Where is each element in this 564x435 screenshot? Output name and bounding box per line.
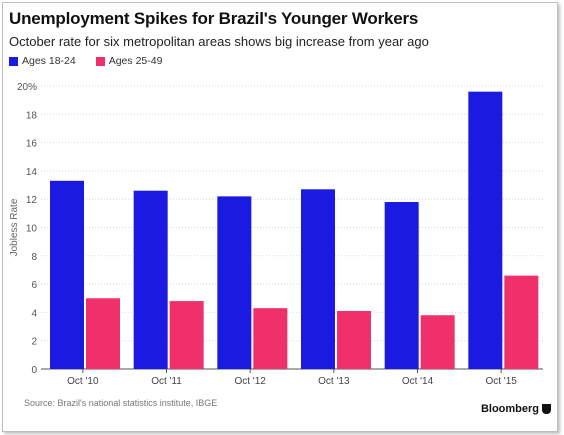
source-note: Source: Brazil's national statistics ins… bbox=[24, 398, 218, 408]
bar-series-2 bbox=[253, 308, 288, 369]
bar-series-1 bbox=[133, 190, 168, 369]
x-tick-label: Oct '12 bbox=[234, 376, 266, 387]
brand-logo: Bloomberg bbox=[481, 403, 551, 415]
legend-item-series-1: Ages 18-24 bbox=[9, 55, 76, 67]
y-tick-label: 0 bbox=[31, 365, 37, 376]
legend-swatch-series-1 bbox=[9, 56, 18, 66]
legend-label-series-1: Ages 18-24 bbox=[22, 55, 76, 67]
y-tick-label: 4 bbox=[31, 308, 37, 319]
bar-series-2 bbox=[337, 310, 371, 369]
chart-subtitle: October rate for six metropolitan areas … bbox=[9, 34, 429, 49]
bar-series-2 bbox=[169, 301, 204, 369]
shield-icon bbox=[542, 404, 551, 414]
y-tick-label: 18 bbox=[26, 110, 38, 121]
y-tick-label: 20% bbox=[17, 82, 37, 93]
bar-series-1 bbox=[50, 180, 84, 369]
x-tick-label: Oct '15 bbox=[485, 376, 517, 387]
bar-series-2 bbox=[504, 275, 539, 369]
y-axis-label: Jobless Rate bbox=[9, 198, 20, 256]
chart-title: Unemployment Spikes for Brazil's Younger… bbox=[9, 9, 419, 28]
y-tick-label: 6 bbox=[31, 280, 37, 291]
y-tick-label: 8 bbox=[31, 252, 37, 263]
bar-series-1 bbox=[468, 91, 503, 369]
legend-label-series-2: Ages 25-49 bbox=[108, 55, 163, 67]
x-tick-label: Oct '10 bbox=[67, 376, 99, 387]
bar-series-2 bbox=[420, 315, 455, 369]
legend-swatch-series-2 bbox=[95, 56, 105, 66]
x-tick-label: Oct '11 bbox=[151, 376, 182, 387]
bar-series-2 bbox=[86, 298, 120, 369]
bar-series-1 bbox=[217, 196, 252, 369]
bar-series-1 bbox=[384, 202, 419, 369]
bar-series-1 bbox=[301, 189, 335, 369]
brand-name: Bloomberg bbox=[480, 403, 539, 415]
legend: Ages 18-24 Ages 25-49 bbox=[9, 55, 162, 67]
legend-item-series-2: Ages 25-49 bbox=[95, 55, 163, 67]
y-tick-label: 2 bbox=[31, 337, 37, 348]
y-tick-label: 14 bbox=[26, 167, 38, 178]
y-tick-label: 12 bbox=[26, 195, 38, 206]
x-tick-label: Oct '13 bbox=[318, 376, 350, 387]
y-tick-label: 10 bbox=[26, 224, 38, 235]
x-tick-label: Oct '14 bbox=[402, 376, 434, 387]
y-tick-label: 16 bbox=[26, 139, 38, 150]
